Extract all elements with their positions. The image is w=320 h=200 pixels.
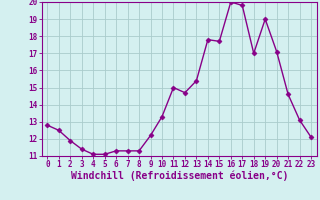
X-axis label: Windchill (Refroidissement éolien,°C): Windchill (Refroidissement éolien,°C) — [70, 171, 288, 181]
